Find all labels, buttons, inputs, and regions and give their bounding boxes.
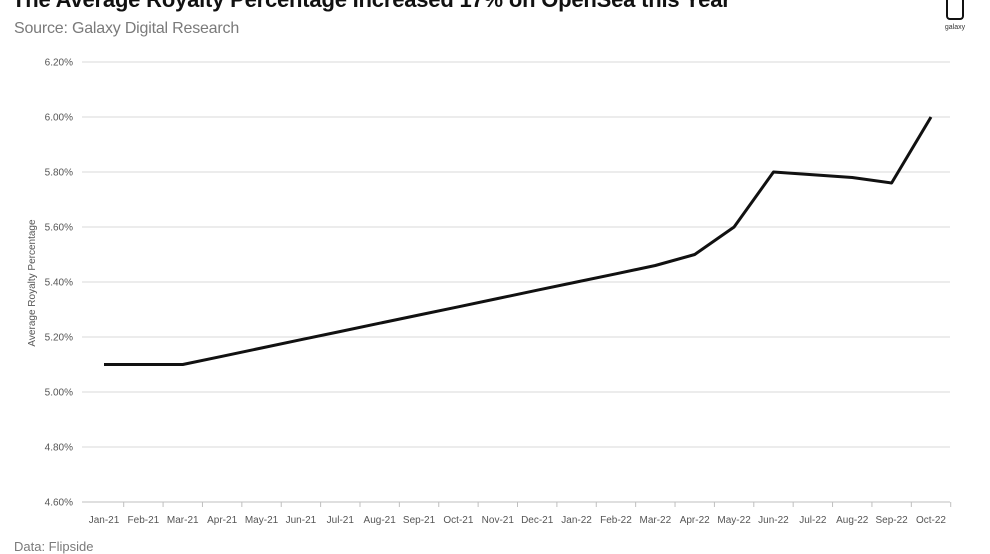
series-line	[104, 116, 933, 366]
x-tick-label: Jul-21	[327, 515, 355, 526]
y-axis-ticks: 4.60% 4.80% 5.00% 5.20% 5.40% 5.60% 5.80% 6.00%…	[45, 58, 73, 509]
x-tick-label: Feb-22	[600, 515, 632, 526]
x-tick-label: Aug-22	[836, 515, 869, 526]
y-tick-label: 5.60%	[45, 223, 73, 234]
x-tick-label: Jul-22	[799, 515, 827, 526]
y-tick-label: 4.60%	[45, 498, 73, 509]
y-tick-label: 5.40%	[45, 278, 73, 289]
x-tick-label: Jan-22	[561, 515, 592, 526]
x-tick-label: Jan-21	[89, 515, 120, 526]
x-tick-label: Dec-21	[521, 515, 554, 526]
x-tick-label: Jun-21	[286, 515, 317, 526]
x-tick-label: Mar-21	[167, 515, 199, 526]
logo-mark	[946, 0, 964, 20]
galaxy-logo-icon: galaxy	[938, 0, 972, 34]
y-tick-label: 5.20%	[45, 333, 73, 344]
y-tick-label: 5.80%	[45, 168, 73, 179]
x-tick-label: Mar-22	[639, 515, 671, 526]
series-layer	[104, 116, 933, 366]
x-tick-label: Aug-21	[364, 515, 397, 526]
x-tick-label: Apr-21	[207, 515, 237, 526]
x-tick-label: Oct-22	[916, 515, 946, 526]
x-tick-label: Sep-21	[403, 515, 436, 526]
x-tick-label: Nov-21	[482, 515, 515, 526]
y-tick-label: 5.00%	[45, 388, 73, 399]
y-tick-label: 6.20%	[45, 58, 73, 69]
x-tick-label: May-22	[717, 515, 751, 526]
data-source-note: Data: Flipside	[14, 539, 94, 554]
y-tick-label: 6.00%	[45, 113, 73, 124]
logo-label: galaxy	[944, 24, 966, 31]
chart-title: The Average Royalty Percentage Increased…	[12, 0, 731, 13]
x-tick-label: Jun-22	[758, 515, 789, 526]
gridlines	[82, 61, 950, 503]
x-tick-label: Apr-22	[680, 515, 710, 526]
x-tick-label: Oct-21	[443, 515, 473, 526]
y-tick-label: 4.80%	[45, 443, 73, 454]
x-tick-label: Feb-21	[128, 515, 160, 526]
x-axis-ticks: Jan-21 Feb-21 Mar-21 Apr-21 May-21 Jun-21 Jul-…	[89, 502, 952, 526]
x-tick-label: May-21	[245, 515, 279, 526]
chart-subtitle: Source: Galaxy Digital Research	[14, 20, 240, 37]
x-tick-label: Sep-22	[875, 515, 908, 526]
y-axis-label: Average Royalty Percentage	[27, 219, 38, 347]
